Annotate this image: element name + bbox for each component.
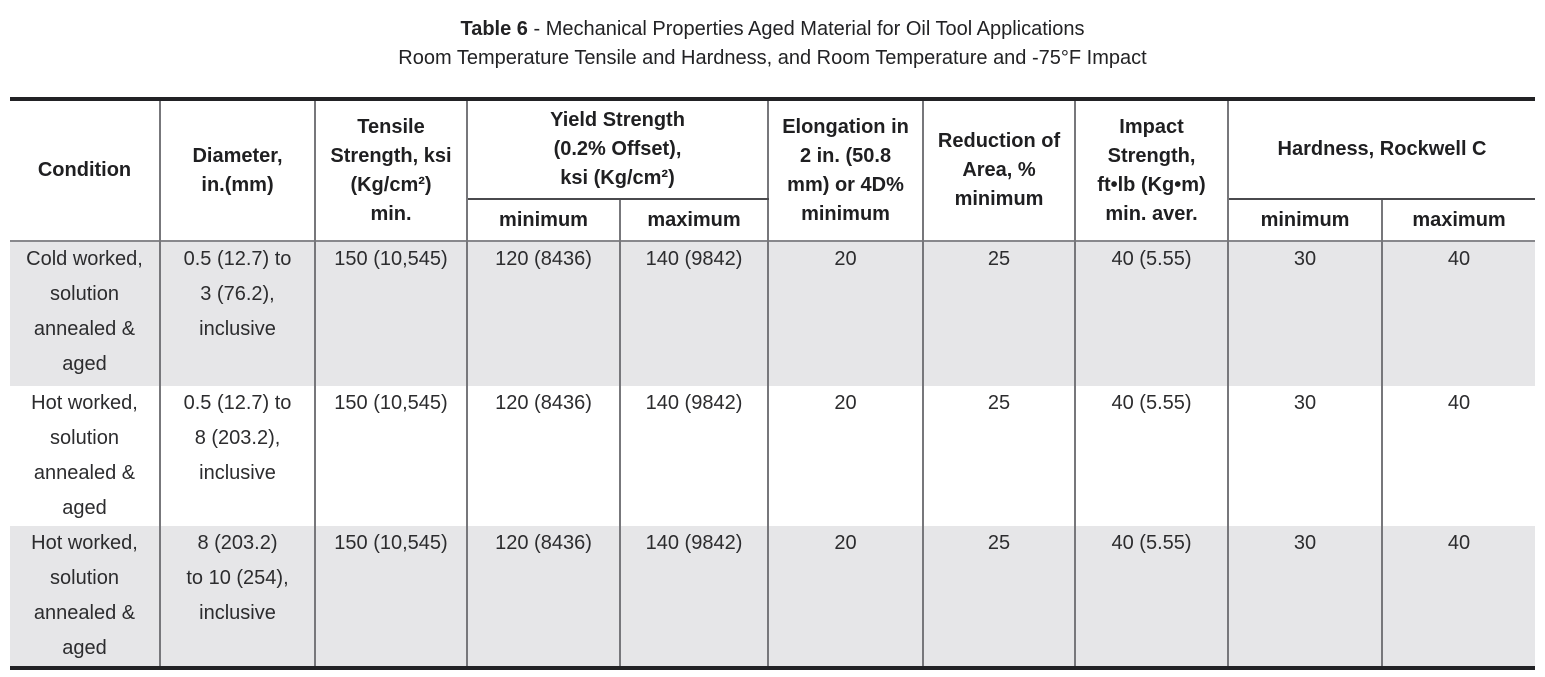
cell-diameter: 0.5 (12.7) to 3 (76.2), inclusive (160, 240, 316, 386)
col-header-diameter: Diameter, in.(mm) (160, 99, 316, 241)
col-header-reduction-of-area: Reduction of Area, % minimum (923, 99, 1077, 241)
cell-condition: Cold worked, solution annealed & aged (10, 240, 161, 386)
cell-yield-maximum: 140 (9842) (620, 240, 770, 386)
col-header-impact-strength: Impact Strength, ft•lb (Kg•m) min. aver. (1075, 99, 1230, 241)
header-group-row: Condition Diameter, in.(mm) Tensile Stre… (10, 99, 1536, 241)
cell-yield-minimum: 120 (8436) (467, 386, 621, 526)
col-header-hardness-minimum: minimum (1228, 199, 1384, 241)
cell-yield-maximum: 140 (9842) (620, 526, 770, 668)
cell-hardness-maximum: 40 (1447, 532, 1471, 554)
table-subtitle: Room Temperature Tensile and Hardness, a… (398, 47, 1147, 69)
table-title-text: - Mechanical Properties Aged Material fo… (527, 18, 1085, 40)
col-header-yield-minimum: minimum (467, 199, 621, 241)
table-title-line1: Table 6 - Mechanical Properties Aged Mat… (0, 15, 1545, 44)
cell-diameter: 8 (203.2) to 10 (254), inclusive (160, 526, 316, 668)
table-title: Table 6 - Mechanical Properties Aged Mat… (0, 0, 1545, 73)
cell-diameter: 0.5 (12.7) to 8 (203.2), inclusive (160, 386, 316, 526)
col-header-tensile-strength: Tensile Strength, ksi (Kg/cm²) min. (315, 99, 468, 241)
cell-hardness-minimum: 30 (1228, 386, 1384, 526)
col-header-yield-maximum: maximum (620, 199, 770, 241)
cell-reduction-of-area: 25 (923, 240, 1077, 386)
table-body: Cold worked, solution annealed & aged 0.… (10, 240, 1536, 668)
cell-condition: Hot worked, solution annealed & aged (10, 386, 161, 526)
cell-hardness-minimum: 30 (1228, 526, 1384, 668)
table-header: Condition Diameter, in.(mm) Tensile Stre… (10, 99, 1536, 241)
cell-hardness-minimum: 30 (1228, 240, 1384, 386)
cell-elongation: 20 (768, 526, 925, 668)
cell-impact-strength: 40 (5.55) (1075, 240, 1230, 386)
table-row: Cold worked, solution annealed & aged 0.… (10, 240, 1536, 386)
cell-tensile-strength: 150 (10,545) (315, 240, 468, 386)
cell-elongation: 20 (768, 240, 925, 386)
col-header-yield-strength-group: Yield Strength (0.2% Offset), ksi (Kg/cm… (467, 99, 770, 200)
cell-yield-maximum: 140 (9842) (620, 386, 770, 526)
cell-tensile-strength: 150 (10,545) (315, 526, 468, 668)
cell-impact-strength: 40 (5.55) (1075, 386, 1230, 526)
cell-impact-strength: 40 (5.55) (1075, 526, 1230, 668)
cell-hardness-maximum: 40 (1382, 240, 1536, 386)
cell-tensile-strength: 150 (10,545) (315, 386, 468, 526)
col-header-hardness-group: Hardness, Rockwell C (1228, 99, 1536, 200)
cell-hardness-maximum: 40 (1447, 392, 1471, 414)
cell-condition: Hot worked, solution annealed & aged (10, 526, 161, 668)
col-header-elongation: Elongation in 2 in. (50.8 mm) or 4D% min… (768, 99, 925, 241)
cell-reduction-of-area: 25 (923, 526, 1077, 668)
header-sub-row: minimum maximum minimum maximum (10, 199, 1535, 241)
table-row: Hot worked, solution annealed & aged 8 (… (10, 526, 1536, 668)
cell-elongation: 20 (768, 386, 925, 526)
col-header-hardness-maximum: maximum (1412, 208, 1506, 231)
mechanical-properties-table: Condition Diameter, in.(mm) Tensile Stre… (10, 97, 1536, 670)
table-row: Hot worked, solution annealed & aged 0.5… (10, 386, 1535, 526)
col-header-condition: Condition (10, 99, 161, 241)
cell-yield-minimum: 120 (8436) (467, 240, 621, 386)
cell-reduction-of-area: 25 (923, 386, 1077, 526)
cell-yield-minimum: 120 (8436) (467, 526, 621, 668)
table-number: Table 6 (460, 18, 528, 40)
